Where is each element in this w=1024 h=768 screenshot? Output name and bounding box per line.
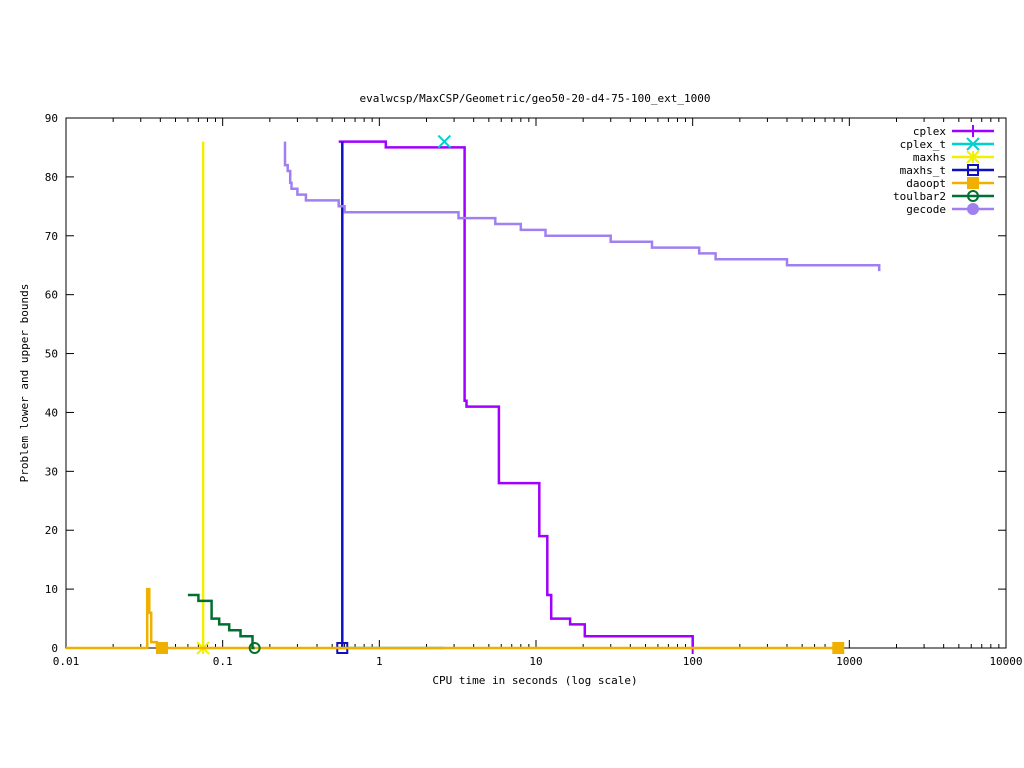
x-axis-label: CPU time in seconds (log scale) (432, 674, 637, 687)
legend-label: daoopt (906, 177, 946, 190)
legend-item-daoopt: daoopt (906, 177, 994, 190)
legend-item-maxhs_t: maxhs_t (900, 164, 994, 177)
legend-label: cplex (913, 125, 946, 138)
data-point-cplex_t (437, 134, 452, 149)
x-tick-label: 1000 (836, 655, 863, 668)
series-line-gecode (283, 141, 881, 272)
axes: 0 10 20 30 40 50 60 70 80 90 0.01 0.1 1 10 100 1000 1000… (45, 112, 1023, 668)
legend-item-cplex_t: cplex_t (900, 137, 994, 151)
y-tick-label: 40 (45, 406, 58, 419)
x-tick-label: 0.01 (53, 655, 80, 668)
data-point-daoopt (832, 642, 845, 654)
series-line-toulbar2 (187, 593, 255, 650)
legend-marker (967, 177, 979, 189)
legend-label: toulbar2 (893, 190, 946, 203)
legend-item-gecode: gecode (906, 203, 994, 216)
legend-marker (966, 150, 980, 164)
series-daoopt (66, 587, 845, 654)
data-point-toulbar2 (248, 642, 261, 654)
series-maxhs (196, 141, 210, 655)
y-tick-label: 10 (45, 583, 58, 596)
plot-area-frame (65, 117, 1007, 649)
y-tick-label: 0 (51, 642, 58, 655)
y-tick-label: 70 (45, 230, 58, 243)
legend-item-toulbar2: toulbar2 (893, 190, 994, 203)
legend-marker (967, 164, 979, 176)
legend-label: maxhs (913, 151, 946, 164)
y-tick-label: 50 (45, 348, 58, 361)
series-line-cplex (338, 140, 694, 648)
legend-item-maxhs: maxhs (913, 150, 994, 164)
legend-item-cplex: cplex (913, 125, 994, 138)
y-tick-label: 80 (45, 171, 58, 184)
y-tick-label: 20 (45, 524, 58, 537)
legend: cplexcplex_tmaxhsmaxhs_tdaoopttoulbar2ge… (893, 125, 994, 216)
data-point-daoopt (156, 642, 169, 654)
y-tick-label: 30 (45, 465, 58, 478)
legend-marker (967, 203, 979, 215)
x-tick-label: 10000 (989, 655, 1022, 668)
x-tick-label: 0.1 (213, 655, 233, 668)
legend-marker (966, 137, 980, 151)
x-tick-label: 1 (376, 655, 383, 668)
series-line-daoopt (66, 587, 839, 650)
y-axis-label: Problem lower and upper bounds (18, 284, 31, 483)
chart-title: evalwcsp/MaxCSP/Geometric/geo50-20-d4-75… (360, 92, 711, 105)
legend-label: gecode (906, 203, 946, 216)
series-cplex (338, 140, 699, 654)
y-tick-label: 90 (45, 112, 58, 125)
x-tick-label: 10 (529, 655, 542, 668)
series-layer (66, 134, 881, 655)
x-tick-label: 100 (683, 655, 703, 668)
series-toulbar2 (187, 593, 261, 654)
series-maxhs_t (336, 141, 349, 654)
legend-label: maxhs_t (900, 164, 946, 177)
series-gecode (283, 141, 881, 272)
legend-marker (967, 125, 979, 137)
legend-label: cplex_t (900, 138, 946, 151)
y-tick-label: 60 (45, 289, 58, 302)
legend-marker (967, 190, 979, 202)
